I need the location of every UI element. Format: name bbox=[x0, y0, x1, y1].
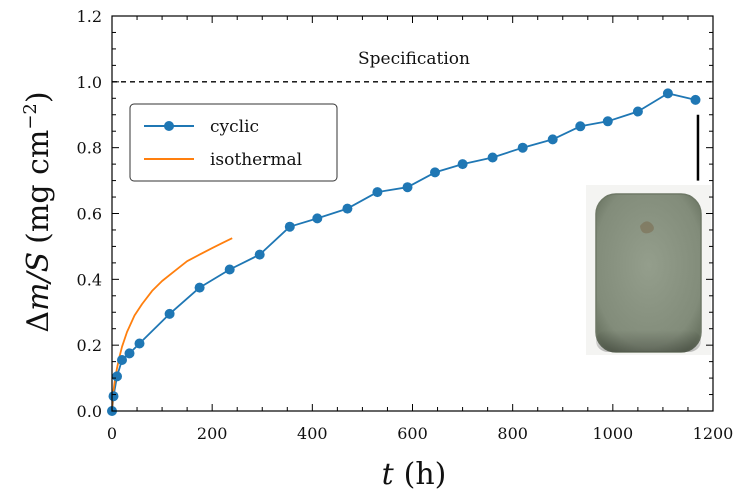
data-point-cyclic-14 bbox=[402, 182, 413, 193]
data-point-cyclic-6 bbox=[164, 308, 175, 319]
data-point-cyclic-10 bbox=[284, 221, 295, 232]
series-markers-layer bbox=[107, 88, 701, 416]
data-point-cyclic-3 bbox=[117, 355, 127, 365]
data-point-cyclic-18 bbox=[517, 142, 528, 153]
y-tick-label: 0.8 bbox=[77, 139, 102, 158]
data-point-cyclic-15 bbox=[430, 167, 440, 178]
data-point-cyclic-23 bbox=[662, 88, 673, 99]
data-point-cyclic-16 bbox=[457, 159, 468, 170]
y-axis-label: Δm/S(mg cm−2) bbox=[20, 91, 56, 332]
y-tick-label: 0.0 bbox=[77, 402, 102, 421]
data-point-cyclic-4 bbox=[124, 348, 135, 359]
data-point-cyclic-7 bbox=[194, 282, 205, 293]
y-tick-label: 0.6 bbox=[77, 205, 102, 224]
specification-label: Specification bbox=[358, 49, 470, 69]
x-tick-label: 1200 bbox=[693, 424, 734, 443]
data-point-cyclic-22 bbox=[632, 106, 643, 117]
data-point-cyclic-21 bbox=[602, 116, 613, 127]
reference-layer bbox=[112, 81, 713, 181]
data-point-cyclic-8 bbox=[224, 264, 235, 275]
x-axis-label: t (h) bbox=[382, 457, 447, 492]
data-point-cyclic-20 bbox=[575, 121, 586, 132]
x-tick-label: 600 bbox=[397, 424, 428, 443]
legend-box bbox=[129, 103, 338, 182]
data-point-cyclic-1 bbox=[108, 391, 119, 402]
data-point-cyclic-12 bbox=[342, 203, 353, 214]
x-tick-label: 400 bbox=[297, 424, 328, 443]
x-tick-label: 200 bbox=[197, 424, 228, 443]
data-point-cyclic-2 bbox=[112, 371, 122, 382]
sample-coupon-icon bbox=[595, 193, 702, 353]
legend-label-isothermal: isothermal bbox=[210, 150, 302, 170]
x-tick-label: 1000 bbox=[592, 424, 633, 443]
axes-layer: 0 200 400 600 800 1000 1200 0.0 0.2 0.4 0.6 0.8 1.0 1… bbox=[77, 7, 734, 443]
inset-photo-layer bbox=[586, 185, 711, 355]
x-tick-label: 0 bbox=[107, 424, 117, 443]
data-point-cyclic-17 bbox=[487, 152, 498, 163]
sample-coupon-stain bbox=[640, 221, 654, 234]
y-tick-label: 1.2 bbox=[77, 7, 102, 26]
legend-marker-cyclic bbox=[164, 121, 174, 131]
x-tick-label: 800 bbox=[497, 424, 528, 443]
series-line-isothermal bbox=[111, 237, 233, 412]
legend-label-cyclic: cyclic bbox=[210, 117, 259, 137]
y-tick-label: 0.4 bbox=[77, 270, 102, 289]
y-tick-label: 1.0 bbox=[77, 73, 102, 92]
data-point-cyclic-24 bbox=[690, 94, 701, 105]
data-point-cyclic-5 bbox=[134, 338, 145, 349]
legend: cyclic isothermal bbox=[129, 103, 338, 182]
data-point-cyclic-19 bbox=[547, 134, 558, 145]
y-tick-label: 0.2 bbox=[77, 336, 102, 355]
sample-coupon-shadow bbox=[596, 330, 701, 352]
data-point-cyclic-13 bbox=[372, 187, 383, 198]
data-point-cyclic-9 bbox=[254, 249, 265, 260]
data-point-cyclic-11 bbox=[312, 213, 323, 224]
